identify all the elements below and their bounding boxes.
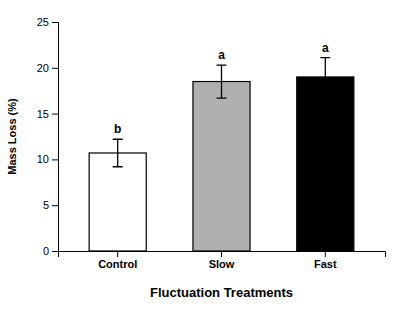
y-tick-mark: [52, 251, 58, 252]
y-tick: 10: [37, 153, 58, 165]
y-tick-mark: [52, 159, 58, 160]
y-axis: 0 5 10 15 20 25: [37, 16, 59, 257]
y-tick-mark: [52, 22, 58, 23]
y-axis-title: Mass Loss (%): [6, 98, 18, 175]
bar: [297, 77, 354, 251]
y-tick-mark: [52, 68, 58, 69]
y-tick-label: 20: [37, 62, 49, 74]
y-tick-label: 25: [37, 16, 49, 28]
y-tick: 5: [43, 199, 58, 211]
x-tick-label: Fast: [314, 258, 337, 270]
x-axis-title: Fluctuation Treatments: [150, 285, 293, 300]
y-tick-label: 0: [43, 245, 49, 257]
error-bar: [217, 65, 227, 98]
chart: 0 5 10 15 20 25 Control Slow Fast b a a Fluctuation …: [0, 0, 400, 309]
plot-area: 0 5 10 15 20 25 Control Slow Fast b a a: [37, 16, 386, 270]
y-tick-label: 10: [37, 153, 49, 165]
error-bar: [113, 139, 123, 166]
bar: [193, 82, 250, 251]
error-bar: [320, 58, 330, 96]
x-tick-mark: [117, 251, 118, 257]
x-tick: Control: [98, 251, 137, 270]
y-tick: 15: [37, 108, 58, 120]
y-tick-mark: [52, 205, 58, 206]
x-tick: Slow: [209, 251, 235, 270]
y-tick: 0: [43, 245, 58, 257]
y-tick: 20: [37, 62, 58, 74]
x-tick: Fast: [314, 251, 337, 270]
annotation: a: [322, 41, 329, 55]
bar: [89, 153, 146, 251]
x-tick-mark: [325, 251, 326, 257]
x-axis: Control Slow Fast: [59, 251, 386, 270]
y-tick-mark: [52, 114, 58, 115]
annotation: b: [114, 122, 121, 136]
marks: [89, 58, 354, 251]
y-tick: 25: [37, 16, 58, 28]
annotation: a: [218, 48, 225, 62]
x-axis-line: [59, 252, 386, 258]
x-tick-label: Control: [98, 258, 137, 270]
y-axis-line: [52, 23, 59, 252]
x-tick-mark: [221, 251, 222, 257]
y-tick-label: 5: [43, 199, 49, 211]
y-tick-label: 15: [37, 108, 49, 120]
x-tick-label: Slow: [209, 258, 235, 270]
